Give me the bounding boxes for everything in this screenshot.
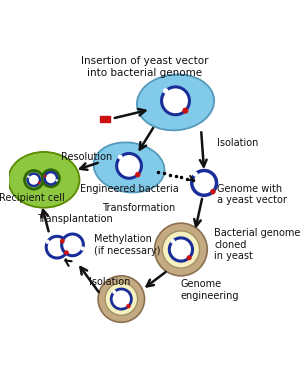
Circle shape <box>105 283 138 315</box>
Text: Transplantation: Transplantation <box>37 214 113 224</box>
Circle shape <box>182 108 188 114</box>
Circle shape <box>126 304 130 308</box>
Circle shape <box>25 170 43 189</box>
Circle shape <box>117 154 141 178</box>
Text: Transformation: Transformation <box>102 203 176 214</box>
Circle shape <box>170 239 175 244</box>
Circle shape <box>210 189 216 195</box>
Circle shape <box>44 175 46 177</box>
Circle shape <box>42 170 59 187</box>
Circle shape <box>46 236 68 258</box>
Text: Isolation: Isolation <box>217 138 258 148</box>
Circle shape <box>192 170 217 195</box>
Text: Insertion of yeast vector
into bacterial genome: Insertion of yeast vector into bacterial… <box>81 56 208 77</box>
Circle shape <box>111 289 131 309</box>
Text: Genome with
a yeast vector: Genome with a yeast vector <box>217 184 286 205</box>
Circle shape <box>38 182 40 184</box>
Circle shape <box>60 239 65 244</box>
Text: Isolation: Isolation <box>89 277 130 287</box>
Circle shape <box>46 240 50 244</box>
Text: Recipient cell: Recipient cell <box>0 193 65 203</box>
Circle shape <box>112 290 116 294</box>
Text: Genome
engineering: Genome engineering <box>181 279 239 301</box>
Text: Bacterial genome
cloned
in yeast: Bacterial genome cloned in yeast <box>214 228 300 262</box>
Circle shape <box>154 223 207 276</box>
Text: Resolution: Resolution <box>61 151 112 161</box>
Circle shape <box>162 231 200 268</box>
Circle shape <box>135 172 140 177</box>
Circle shape <box>163 88 168 94</box>
Circle shape <box>64 250 69 255</box>
Circle shape <box>162 87 189 115</box>
Circle shape <box>62 234 83 256</box>
Circle shape <box>80 246 85 251</box>
Circle shape <box>169 238 193 261</box>
Ellipse shape <box>94 142 164 192</box>
Circle shape <box>28 174 40 186</box>
Circle shape <box>118 155 123 160</box>
Text: Methylation
(if necessary): Methylation (if necessary) <box>94 234 161 256</box>
Ellipse shape <box>8 152 80 208</box>
Circle shape <box>193 171 198 177</box>
Ellipse shape <box>137 74 214 130</box>
Circle shape <box>56 179 58 182</box>
Circle shape <box>27 176 30 178</box>
Circle shape <box>98 276 145 322</box>
Circle shape <box>187 255 192 260</box>
Text: Engineered bacteria: Engineered bacteria <box>80 184 178 194</box>
Circle shape <box>45 172 57 185</box>
Bar <box>100 116 110 122</box>
